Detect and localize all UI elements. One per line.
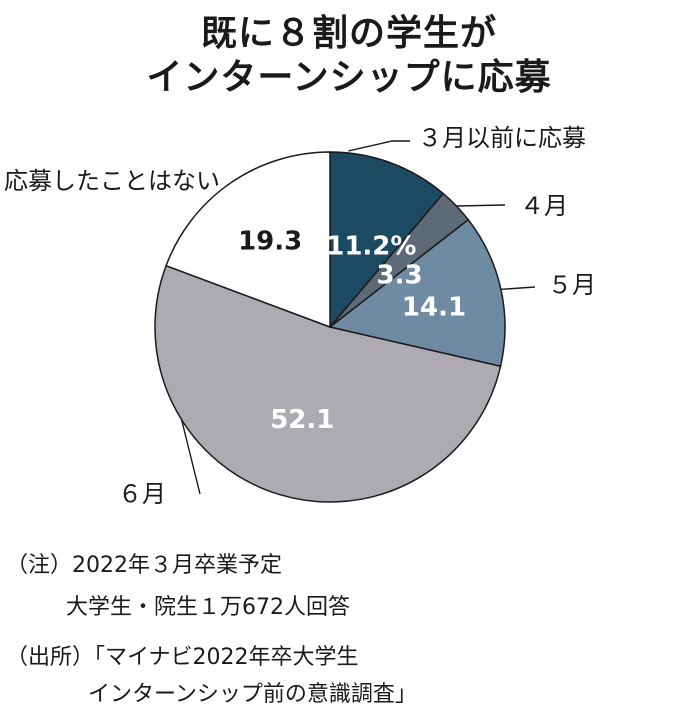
pie-category-label-5: 応募したことはない (4, 167, 220, 195)
pie-value-label-2: 3.3 (377, 260, 423, 290)
pie-value-label-3: 14.1 (402, 292, 466, 322)
pie-slice-3 (328, 218, 506, 368)
leader-line-4 (180, 419, 201, 495)
pie-slice-5 (165, 151, 331, 329)
pie-value-label-5: 19.3 (238, 227, 302, 257)
source-line1: （出所）「マイナビ2022年卒大学生 (6, 645, 359, 670)
pie-category-label-1: ３月以前に応募 (418, 124, 586, 152)
leader-line-3 (500, 286, 536, 291)
pie-slice-4 (154, 264, 502, 503)
pie-category-label-3: ５月 (548, 271, 596, 299)
leader-line-1 (348, 140, 410, 152)
pie-value-label-4: 52.1 (270, 405, 334, 435)
source-line2: インターンシップ前の意識調査」 (88, 682, 417, 707)
pie-category-label-4: ６月 (118, 480, 166, 508)
pie-category-label-2: ４月 (520, 192, 568, 220)
pie-slice-1 (329, 151, 445, 330)
note-line1: （注）2022年３月卒業予定 (6, 553, 282, 578)
chart-title-line2: インターンシップに応募 (146, 57, 552, 98)
note-line2: 大学生・院生１万672人回答 (66, 595, 350, 620)
chart-title-line1: 既に８割の学生が (200, 13, 497, 54)
pie-value-label-1: 11.2% (326, 232, 416, 262)
leader-line-2 (456, 204, 506, 207)
